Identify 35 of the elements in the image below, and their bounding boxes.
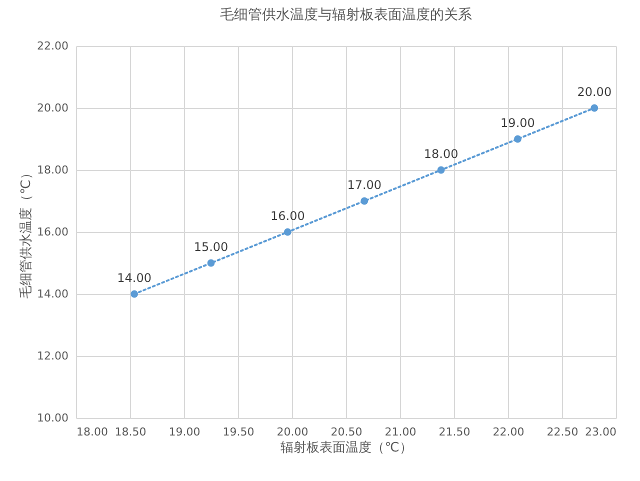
chart-title: 毛细管供水温度与辐射板表面温度的关系 [220, 7, 472, 23]
point [284, 228, 292, 236]
point [437, 166, 445, 174]
data-label: 17.00 [347, 178, 382, 192]
x-tick-label: 18.00 [76, 426, 108, 438]
data-label: 18.00 [424, 147, 458, 161]
x-tick-label: 22.00 [492, 426, 524, 438]
y-tick-label: 22.00 [37, 40, 68, 52]
x-tick-label: 20.00 [276, 426, 308, 438]
x-tick-label: 19.00 [168, 426, 200, 438]
point [207, 259, 215, 267]
x-axis-title: 辐射板表面温度（℃） [280, 440, 412, 456]
data-label: 20.00 [577, 85, 612, 99]
y-tick-label: 14.00 [37, 288, 68, 300]
x-tick-label: 19.50 [222, 426, 254, 438]
data-label: 19.00 [500, 116, 535, 130]
x-tick-label: 22.50 [546, 426, 578, 438]
data-label: 14.00 [117, 271, 152, 285]
point [514, 135, 522, 143]
x-tick-label: 20.50 [330, 426, 362, 438]
y-tick-label: 12.00 [37, 350, 68, 362]
point [130, 290, 138, 298]
x-tick-label: 21.50 [438, 426, 470, 438]
y-tick-label: 16.00 [37, 226, 68, 238]
point [360, 197, 368, 205]
data-label: 16.00 [270, 209, 305, 223]
data-label: 15.00 [194, 240, 228, 254]
y-tick-label: 10.00 [37, 412, 68, 424]
point [590, 104, 598, 112]
y-axis-title: 毛细管供水温度（℃） [18, 166, 34, 298]
x-tick-label: 23.00 [585, 426, 616, 438]
x-tick-label: 21.00 [384, 426, 416, 438]
y-tick-label: 20.00 [37, 102, 68, 114]
x-tick-label: 18.50 [114, 426, 146, 438]
y-tick-label: 18.00 [37, 164, 68, 176]
